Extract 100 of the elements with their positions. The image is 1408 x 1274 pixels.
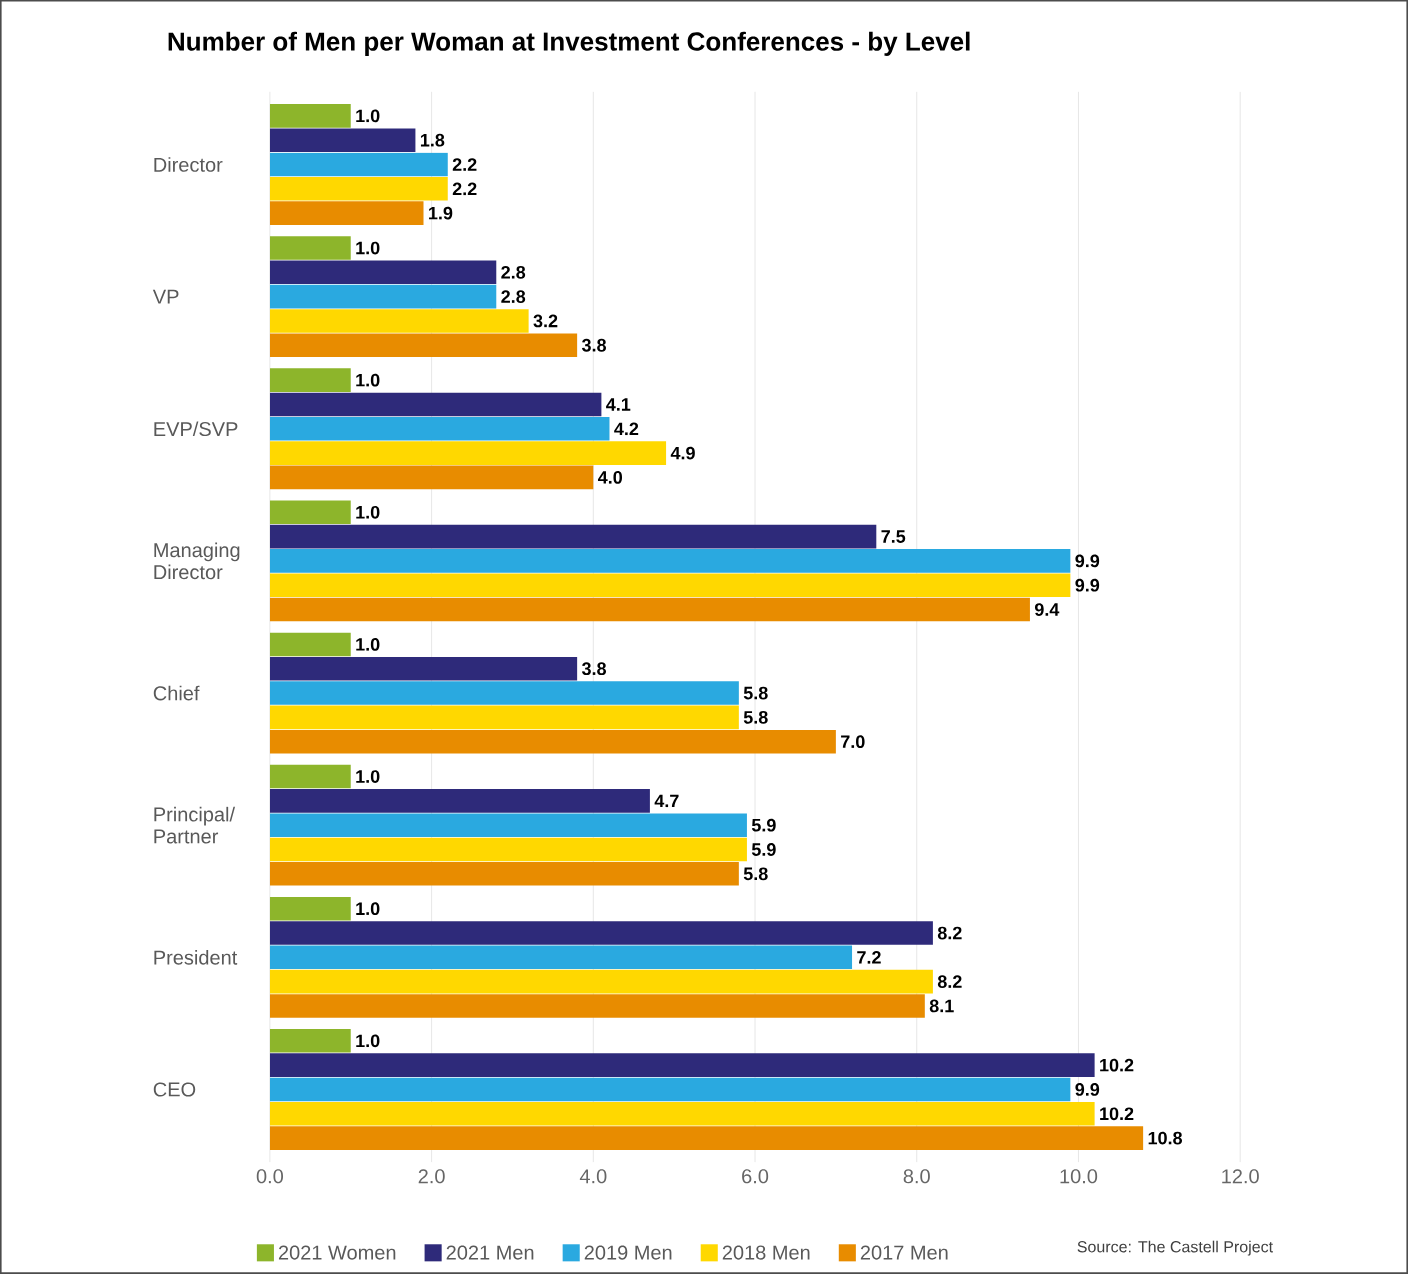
data-label: 1.0 [356,373,380,387]
bar [269,789,650,813]
chart-title: Number of Men per Woman at Investment Conferences - by Level [168,31,970,56]
x-tick-label: 6.0 [742,1169,769,1184]
data-label: 10.2 [1100,1107,1134,1121]
x-tick-label: 10.0 [1060,1169,1098,1184]
bar [269,368,351,392]
legend-label: 2021 Women [278,1245,396,1260]
bar [269,896,351,921]
data-label: 10.2 [1100,1058,1134,1072]
y-tick-label: Director [154,157,223,172]
data-label: 8.1 [929,999,954,1013]
data-label: 4.9 [670,446,695,460]
bar [269,1053,1095,1077]
bar [269,465,594,490]
data-label: 7.2 [857,951,881,964]
bar [269,994,925,1018]
bar [269,549,1071,573]
data-label: 5.8 [743,710,768,724]
bar [269,921,933,945]
data-label: 8.2 [937,975,962,989]
data-label: 2.2 [452,158,477,171]
data-label: 1.0 [356,638,380,651]
bar [269,862,739,886]
bar [269,152,448,177]
bar [269,945,853,970]
data-label: 10.8 [1148,1131,1183,1145]
data-label: 3.8 [581,662,607,676]
data-label: 1.0 [356,770,380,783]
bar [269,500,351,525]
bar [269,656,578,681]
y-tick-label: President [154,949,238,965]
bar [269,524,877,549]
data-label: 9.9 [1075,1083,1100,1096]
x-tick-label: 2.0 [418,1169,445,1184]
x-tick-label: 4.0 [579,1169,607,1184]
bar [269,1029,351,1053]
data-label: 7.5 [881,530,906,543]
data-label: 4.0 [597,471,623,484]
bar [269,681,739,705]
data-label: 7.0 [841,735,865,749]
data-label: 1.0 [356,241,380,255]
data-label: 3.2 [533,314,558,328]
legend-label: 2021 Men [446,1245,534,1260]
data-label: 9.9 [1075,578,1100,592]
x-tick-label: 0.0 [256,1169,284,1184]
legend-label: 2017 Men [860,1245,948,1260]
data-label: 4.1 [606,398,631,411]
bar [269,417,610,441]
bar [269,597,1030,622]
data-label: 5.8 [743,867,768,881]
data-label: 5.8 [743,686,768,700]
source-note: Source: The Castell Project [1077,1240,1273,1256]
legend-label: 2019 Men [584,1245,672,1260]
data-label: 1.0 [356,1034,380,1048]
bar [269,260,497,285]
bar [269,104,351,128]
bar [269,333,578,358]
bar [269,813,747,837]
bar [269,128,416,152]
data-label: 5.9 [751,843,776,856]
bar [269,729,836,754]
y-tick-label: EVP/SVP [154,421,238,437]
bar [269,1102,1095,1126]
data-label: 1.0 [356,902,380,916]
data-label: 2.2 [452,182,477,196]
data-label: 9.9 [1075,554,1100,568]
data-label: 8.2 [937,926,962,940]
data-label: 5.9 [751,818,776,832]
bar [269,284,497,309]
bar [269,764,351,789]
bar [269,1077,1071,1102]
y-tick-label: Managing Director [154,542,240,580]
bar [269,441,667,465]
data-label: 1.0 [356,505,380,519]
bar [269,201,424,225]
data-label: 1.9 [429,206,453,220]
y-tick-label: CEO [153,1082,196,1097]
data-label: 3.8 [581,338,607,352]
x-tick-label: 12.0 [1222,1169,1259,1184]
data-label: 9.4 [1034,603,1060,616]
bar [269,177,448,201]
y-tick-label: VP [152,289,179,304]
x-tick-label: 8.0 [903,1169,930,1184]
data-label: 2.8 [501,290,526,304]
bar [269,236,351,260]
data-label: 1.0 [356,109,380,123]
bar [269,573,1071,598]
data-label: 4.2 [614,422,639,436]
data-label: 2.8 [501,265,526,279]
bar [269,392,602,417]
data-label: 1.8 [420,133,445,147]
data-label: 4.7 [654,794,679,808]
legend-label: 2018 Men [722,1245,810,1260]
bar [269,1126,1144,1150]
y-tick-label: Principal/ Partner [154,806,236,844]
bar [269,705,739,730]
bar [269,632,351,657]
bar [269,969,933,994]
bar [269,837,747,862]
